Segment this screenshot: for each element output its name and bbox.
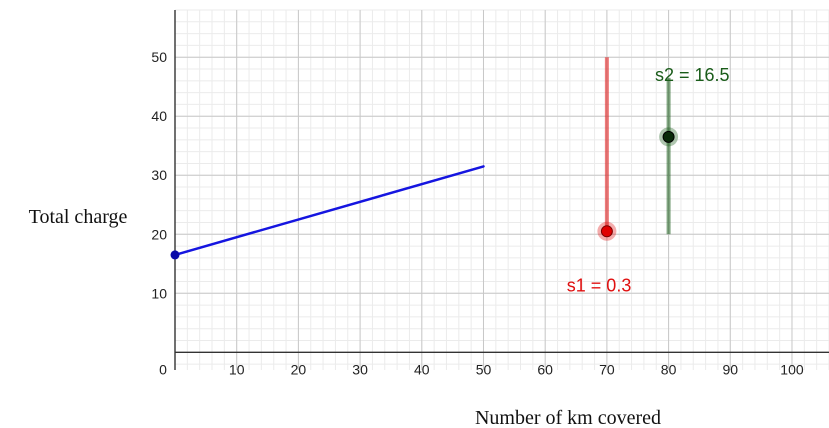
x-tick-label: 40	[414, 361, 430, 377]
x-tick-label: 90	[722, 361, 738, 377]
charge-line-start-point[interactable]	[170, 250, 180, 260]
s2-slider-label: s2 = 16.5	[655, 65, 730, 85]
x-tick-label: 20	[291, 361, 307, 377]
x-tick-label: 60	[537, 361, 553, 377]
x-tick-label: 50	[476, 361, 492, 377]
x-tick-label: 0	[159, 361, 167, 377]
s1-slider-handle[interactable]	[600, 225, 613, 238]
x-tick-label: 30	[352, 361, 368, 377]
x-tick-label: 10	[229, 361, 245, 377]
y-tick-labels: 10 20 30 40 50	[151, 49, 167, 301]
s2-slider-handle[interactable]	[662, 130, 675, 143]
x-tick-label: 100	[780, 361, 804, 377]
y-tick-label: 10	[151, 285, 167, 301]
slider-layer: s1 = 0.3 s2 = 16.5	[567, 57, 730, 296]
y-tick-label: 20	[151, 226, 167, 242]
major-grid	[175, 10, 829, 370]
y-tick-label: 30	[151, 167, 167, 183]
y-axis-title: Total charge	[29, 206, 128, 228]
x-tick-label: 80	[661, 361, 677, 377]
series-layer	[170, 165, 485, 260]
minor-grid	[174, 9, 829, 370]
x-tick-label: 70	[599, 361, 615, 377]
s1-slider-label: s1 = 0.3	[567, 276, 632, 296]
y-tick-label: 50	[151, 49, 167, 65]
x-tick-labels: 0 10 20 30 40 50 60 70 80 90 100	[159, 361, 804, 377]
y-tick-label: 40	[151, 108, 167, 124]
charge-line	[173, 165, 485, 257]
x-axis-title: Number of km covered	[475, 407, 661, 428]
axes	[174, 10, 829, 370]
